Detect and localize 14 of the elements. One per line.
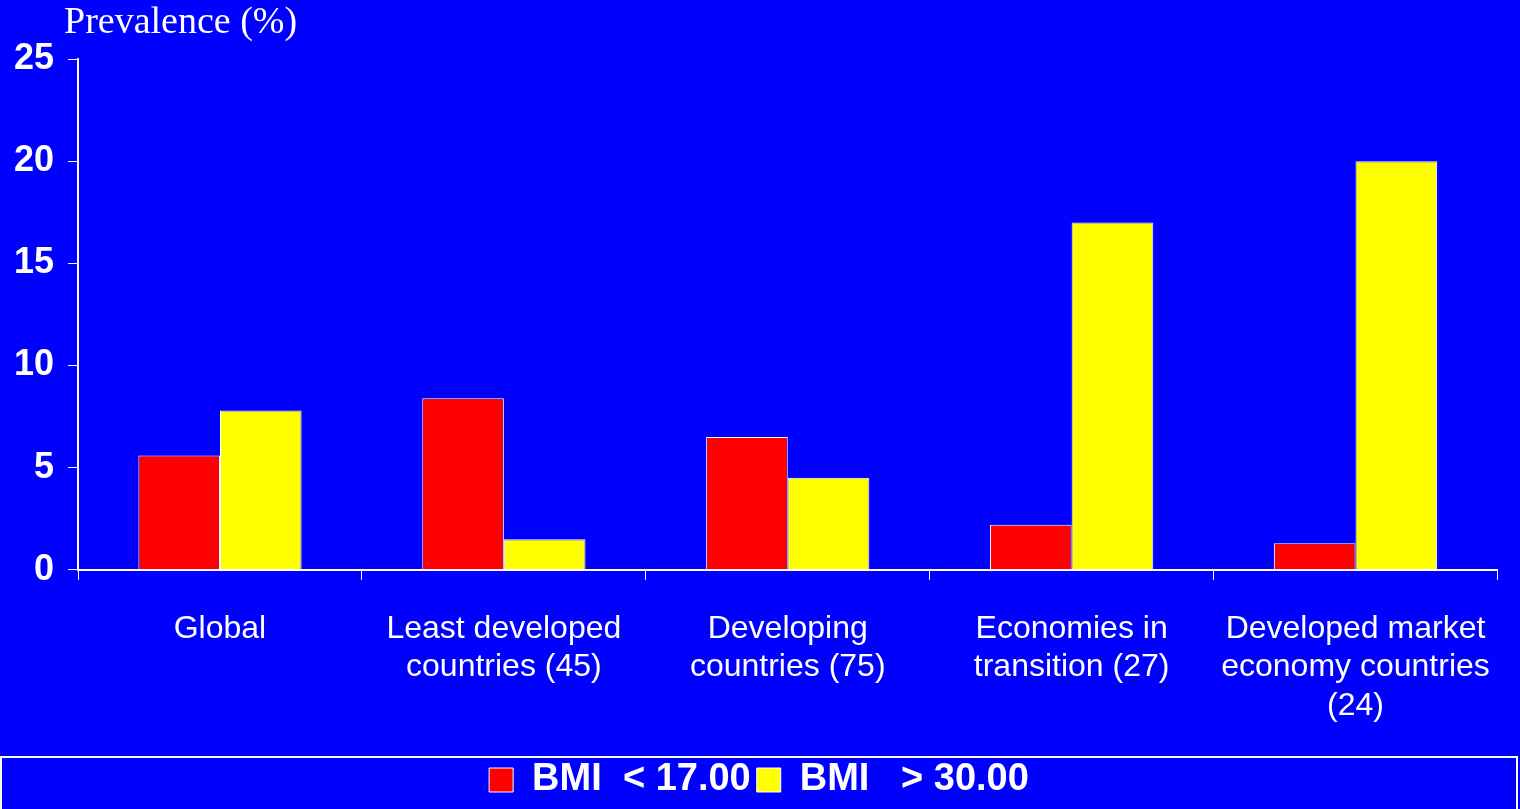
y-tick-label: 5 (34, 444, 55, 486)
y-tick-label: 20 (14, 138, 55, 180)
x-tick-label: Developed market economy countries (24) (1221, 608, 1490, 722)
legend-label: BMI < 17.00 (532, 756, 751, 799)
y-tick-label: 25 (14, 35, 55, 77)
x-tick-label: Developing countries (75) (689, 608, 886, 684)
legend-label: BMI > 30.00 (799, 756, 1029, 799)
y-tick-label: 15 (14, 240, 55, 282)
x-tick-label: Global (173, 608, 267, 645)
y-tick-label: 0 (34, 546, 55, 588)
x-tick-label: Least developed countries (45) (386, 608, 622, 684)
y-tick-label: 10 (14, 342, 55, 384)
x-tick-label: Economies in transition (27) (973, 608, 1170, 684)
y-axis-title: Prevalence (%) (64, 0, 298, 42)
